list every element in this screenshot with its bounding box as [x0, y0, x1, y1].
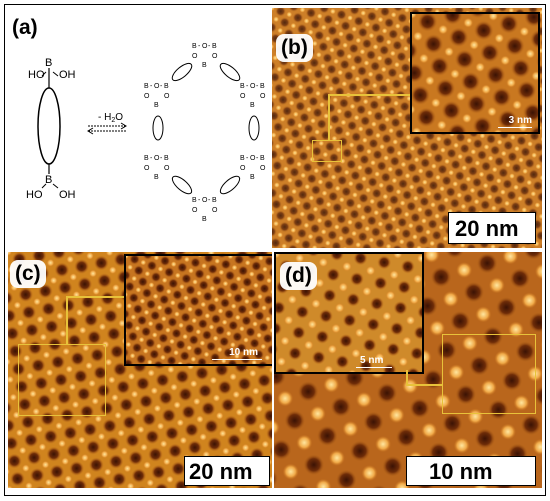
ring-atom-label: O: [202, 43, 208, 50]
panel-d-inset-scale: 5 nm: [360, 355, 384, 366]
ring-atom-label: O: [192, 53, 198, 60]
ring-linker: [152, 115, 164, 141]
panel-c-inset-scale: 10 nm: [229, 347, 258, 358]
ring-linker: [171, 62, 193, 82]
ring-atom-label: -: [160, 155, 163, 162]
ring-atom-label: -: [198, 43, 201, 50]
ring-atom-label: -: [208, 43, 211, 50]
figure-frame: [4, 4, 546, 496]
panel-c-label: (c): [10, 260, 46, 288]
ring-atom-label: O: [212, 207, 218, 214]
panel-c: 10 nm (c) 20 nm: [8, 252, 272, 488]
ring-atom-label: B: [240, 155, 245, 162]
panel-b-scalebar: 20 nm: [448, 212, 536, 244]
panel-c-selection-box: [18, 344, 106, 416]
ring-atom-label: B: [164, 83, 169, 90]
monomer-oh-top: OH: [59, 69, 76, 81]
ring-atom-label: O: [260, 93, 266, 100]
monomer-linker: [37, 87, 61, 165]
chemical-scheme: HO B OH B HO OH - H2O B - O - BO OBB - O - BO OBB -…: [26, 43, 266, 223]
ring-atom-label: B: [260, 83, 265, 90]
monomer-ho-bot: HO: [26, 189, 43, 201]
ring-atom-label: O: [260, 165, 266, 172]
panel-c-scalebar: 20 nm: [184, 456, 270, 486]
ring-atom-label: B: [250, 102, 255, 109]
ring-atom-label: B: [260, 155, 265, 162]
ring-atom-label: O: [144, 165, 150, 172]
ring-atom-label: O: [240, 165, 246, 172]
ring-atom-label: -: [256, 155, 259, 162]
ring-linker: [219, 175, 241, 195]
panel-b-inset-scale: 3 nm: [508, 115, 532, 126]
monomer-oh-bot: OH: [59, 189, 76, 201]
ring-atom-label: -: [150, 83, 153, 90]
ring-linker: [171, 175, 193, 195]
panel-b-inset: 3 nm: [410, 12, 540, 134]
panel-d-selection-box: [442, 334, 536, 414]
ring-atom-label: B: [144, 83, 149, 90]
monomer-ho-top: HO: [28, 69, 45, 81]
ring-atom-label: B: [192, 197, 197, 204]
ring-atom-label: -: [208, 197, 211, 204]
ring-atom-label: O: [154, 155, 160, 162]
ring-atom-label: -: [198, 197, 201, 204]
ring-atom-label: O: [212, 53, 218, 60]
ring-linker: [248, 115, 260, 141]
ring-atom-label: B: [250, 174, 255, 181]
ring-atom-label: B: [212, 43, 217, 50]
reaction-label: - H2O: [98, 112, 123, 124]
monomer-b-top: B: [45, 57, 52, 69]
ring-atom-label: B: [144, 155, 149, 162]
ring-atom-label: B: [192, 43, 197, 50]
ring-atom-label: O: [154, 83, 160, 90]
ring-atom-label: B: [154, 102, 159, 109]
ring-linker: [219, 62, 241, 82]
ring-atom-label: B: [202, 216, 207, 223]
panel-b: 3 nm (b) 20 nm: [272, 8, 542, 248]
panel-c-inset: 10 nm: [124, 254, 272, 366]
ring-atom-label: -: [246, 83, 249, 90]
panel-b-label: (b): [276, 34, 313, 62]
ring-atom-label: O: [144, 93, 150, 100]
ring-atom-label: O: [192, 207, 198, 214]
panel-b-selection-box: [312, 140, 342, 162]
boroxine-ring: B - O - BO OBB - O - BO OBB - O - BO OBB - O - BO OBB - O - BO OB…: [144, 43, 266, 223]
ring-atom-label: -: [150, 155, 153, 162]
ring-atom-label: O: [202, 197, 208, 204]
monomer-b-bot: B: [45, 174, 52, 186]
ring-atom-label: -: [160, 83, 163, 90]
ring-atom-label: -: [246, 155, 249, 162]
ring-atom-label: B: [212, 197, 217, 204]
ring-atom-label: B: [240, 83, 245, 90]
panel-d-label: (d): [280, 262, 317, 290]
ring-atom-label: B: [164, 155, 169, 162]
panel-d-scalebar: 10 nm: [406, 456, 536, 486]
panel-a-label: (a): [12, 16, 38, 39]
ring-atom-label: O: [164, 165, 170, 172]
ring-atom-label: O: [240, 93, 246, 100]
ring-atom-label: O: [164, 93, 170, 100]
panel-d: 5 nm (d) 10 nm: [274, 252, 542, 488]
ring-atom-label: B: [202, 62, 207, 69]
ring-atom-label: O: [250, 155, 256, 162]
ring-atom-label: -: [256, 83, 259, 90]
ring-atom-label: B: [154, 174, 159, 181]
ring-atom-label: O: [250, 83, 256, 90]
